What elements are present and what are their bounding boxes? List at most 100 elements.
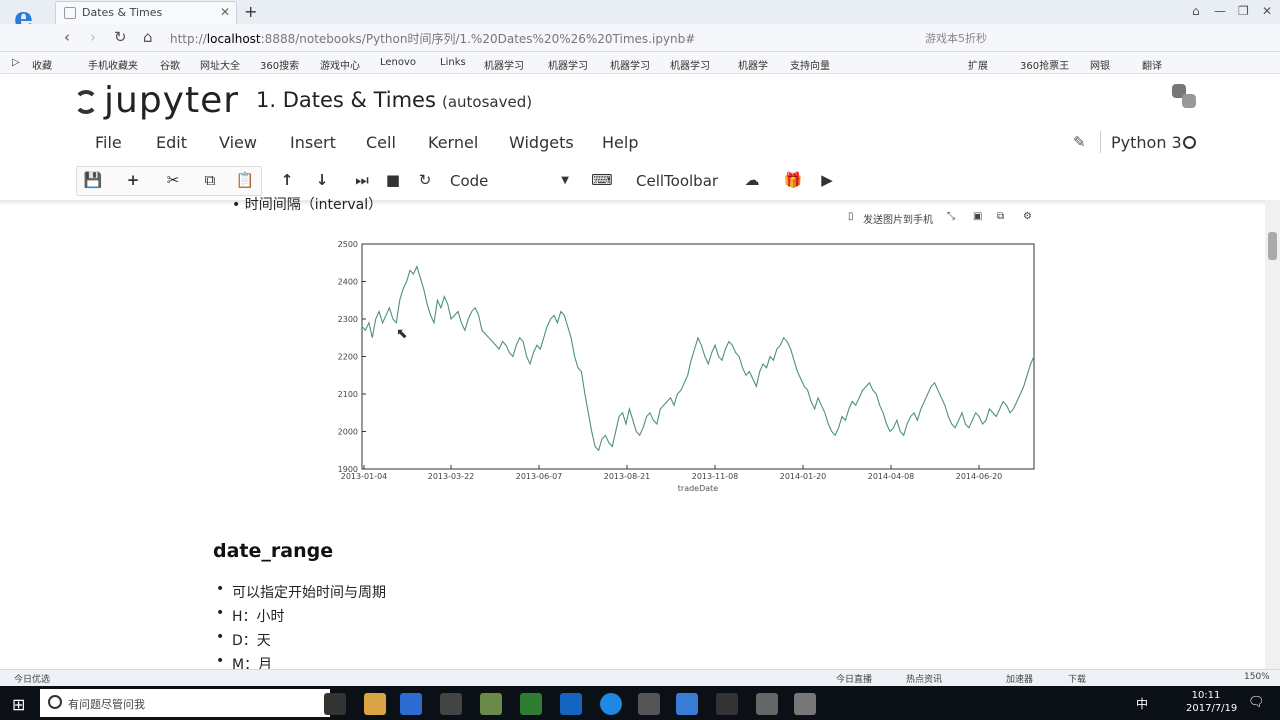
x-tick-label: 2013-11-08 [692,472,739,481]
bookmark-item[interactable]: 扩展 [968,57,988,72]
video-icon[interactable]: ▶ [816,166,838,194]
browser-tab[interactable]: Dates & Times ✕ [55,1,237,24]
app-icon[interactable] [520,693,542,715]
send-to-phone-button[interactable]: 发送图片到手机 [863,211,933,226]
system-clock[interactable]: 10:11 2017/7/19 [1186,689,1226,715]
menu-kernel[interactable]: Kernel [428,133,478,152]
status-left[interactable]: 今日优选 [14,672,50,685]
paste-icon[interactable]: 📋 [234,166,256,194]
bookmark-item[interactable]: 机器学 [738,57,768,72]
save-image-icon[interactable]: ▣ [973,211,982,222]
menu-widgets[interactable]: Widgets [509,133,574,152]
bookmark-item[interactable]: Lenovo [380,57,416,68]
x-tick-label: 2014-04-08 [868,472,915,481]
store-icon[interactable] [440,693,462,715]
notebook-title[interactable]: 1. Dates & Times [256,88,436,112]
status-item[interactable]: 下载 [1068,672,1086,685]
bookmark-item[interactable]: 手机收藏夹 [88,57,138,72]
move-up-icon[interactable]: ↑ [276,166,298,194]
copy-icon[interactable]: ⧉ [199,166,221,194]
bullet-interval: • 时间间隔（interval） [232,194,382,214]
refresh-icon[interactable]: ↻ [114,28,127,46]
bookmark-item[interactable]: 翻译 [1142,57,1162,72]
app-icon[interactable] [794,693,816,715]
cell-toolbar-label[interactable]: CellToolbar [636,166,718,196]
cut-icon[interactable]: ✂ [162,166,184,194]
kernel-name[interactable]: Python 3 [1111,133,1182,152]
app-icon[interactable] [480,693,502,715]
app-icon[interactable] [638,693,660,715]
menu-file[interactable]: File [95,133,122,152]
upload-cloud-icon[interactable]: ☁ [740,166,764,194]
menu-help[interactable]: Help [602,133,638,152]
phone-icon[interactable]: ▯ [848,211,854,222]
bookmark-item[interactable]: 机器学习 [548,57,588,72]
open-image-icon[interactable]: ⧉ [997,211,1004,222]
minimize-icon[interactable]: — [1214,4,1226,18]
status-item[interactable]: 今日直播 [836,672,872,685]
settings-gear-icon[interactable]: ⚙ [1023,211,1032,222]
y-tick-label: 2000 [338,428,358,437]
x-tick-label: 2013-08-21 [604,472,651,481]
ime-indicator[interactable]: 中 [1136,695,1148,712]
bookmark-item[interactable]: 360搜索 [260,57,299,72]
run-icon[interactable]: ⏭ [351,166,373,194]
maximize-icon[interactable]: ❐ [1238,4,1249,18]
bookmark-item[interactable]: 谷歌 [160,57,180,72]
skin-icon[interactable]: ⌂ [1192,4,1200,18]
edge-icon[interactable] [400,693,422,715]
file-explorer-icon[interactable] [364,693,386,715]
scrollbar[interactable] [1265,200,1280,670]
cell-type-select[interactable]: Code ▼ [446,168,571,194]
back-icon[interactable]: ‹ [64,28,70,46]
window-close-icon[interactable]: ✕ [1262,4,1272,18]
url-input[interactable]: http://localhost:8888/notebooks/Python时间… [170,27,910,49]
bookmark-item[interactable]: Links [440,57,466,68]
status-item[interactable]: 热点资讯 [906,672,942,685]
new-tab-button[interactable]: + [244,2,257,21]
forward-icon[interactable]: › [90,28,96,46]
keyboard-icon[interactable]: ⌨ [590,166,614,194]
menu-edit[interactable]: Edit [156,133,187,152]
zoom-level[interactable]: 150% [1244,672,1270,682]
y-tick-label: 2100 [338,390,358,399]
bookmark-item[interactable]: 机器学习 [484,57,524,72]
gift-icon[interactable]: 🎁 [782,166,804,194]
app-icon[interactable] [756,693,778,715]
shrink-icon[interactable]: ⤡ [947,211,955,222]
browser-taskbar-icon[interactable] [600,693,622,715]
bookmark-item[interactable]: 收藏 [32,57,52,72]
search-hint[interactable]: 游戏本5折秒 [925,30,987,46]
bookmark-item[interactable]: 机器学习 [670,57,710,72]
bookmark-item[interactable]: 支持向量 [790,57,830,72]
status-item[interactable]: 加速器 [1006,672,1033,685]
windows-start-icon[interactable]: ⊞ [12,695,25,714]
bookmark-item[interactable]: 网银 [1090,57,1110,72]
bookmark-item[interactable]: 360抢票王 [1020,57,1069,72]
restart-icon[interactable]: ↻ [414,166,436,194]
menu-cell[interactable]: Cell [366,133,396,152]
move-down-icon[interactable]: ↓ [311,166,333,194]
app-icon[interactable] [676,693,698,715]
cortana-search-input[interactable]: 有问题尽管问我 [40,689,330,717]
jupyter-logo-icon [74,90,98,114]
jupyter-logo[interactable]: jupyter [74,80,239,121]
edit-pencil-icon[interactable]: ✎ [1073,133,1086,151]
app-icon[interactable] [560,693,582,715]
stop-icon[interactable]: ■ [382,166,404,194]
menu-insert[interactable]: Insert [290,133,336,152]
task-view-icon[interactable] [324,693,346,715]
home-icon[interactable]: ⌂ [143,28,153,46]
tab-close-icon[interactable]: ✕ [220,5,230,19]
scrollbar-thumb[interactable] [1268,232,1277,260]
insert-cell-icon[interactable]: + [122,166,144,194]
browser-status-bar: 今日优选 今日直播 热点资讯 加速器 下载 150% [0,669,1280,686]
notification-icon[interactable]: 🗨 [1248,695,1265,710]
menu-view[interactable]: View [219,133,257,152]
sidebar-toggle-icon[interactable]: ▷ [12,57,20,68]
bookmark-item[interactable]: 机器学习 [610,57,650,72]
app-icon[interactable] [716,693,738,715]
bookmark-item[interactable]: 游戏中心 [320,57,360,72]
bookmark-item[interactable]: 网址大全 [200,57,240,72]
save-icon[interactable]: 💾 [82,166,104,194]
